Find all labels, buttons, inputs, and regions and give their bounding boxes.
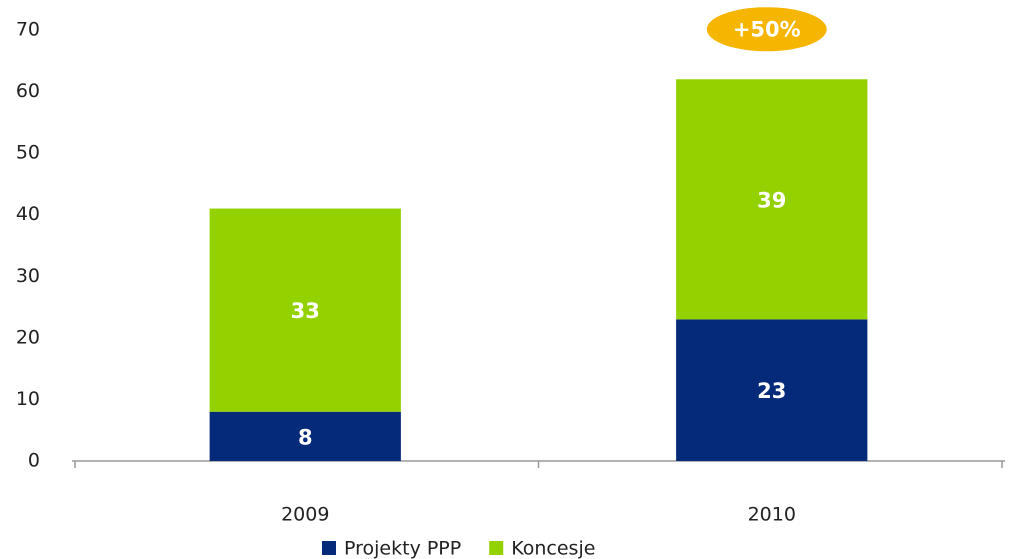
y-tick-label: 30 <box>16 265 40 287</box>
y-tick-label: 60 <box>16 80 40 102</box>
y-tick-label: 20 <box>16 326 40 348</box>
y-tick-label: 50 <box>16 142 40 164</box>
bar-segment <box>209 208 401 412</box>
legend-label: Koncesje <box>511 538 595 559</box>
bar-segment <box>209 411 401 461</box>
data-label: 23 <box>757 379 786 403</box>
legend-swatch <box>489 541 504 555</box>
data-label: 39 <box>757 188 786 212</box>
y-tick-label: 10 <box>16 388 40 410</box>
legend-swatch <box>322 541 336 555</box>
data-label: 33 <box>291 299 320 323</box>
bar-segment <box>676 79 868 320</box>
bar-segment <box>676 319 868 461</box>
y-tick-label: 70 <box>16 19 40 41</box>
legend-label: Projekty PPP <box>344 538 461 559</box>
x-tick-label: 2009 <box>281 504 329 526</box>
annotation-badge <box>706 7 827 52</box>
annotation: +50% <box>733 17 801 41</box>
data-label: 8 <box>298 425 313 449</box>
x-tick-label: 2010 <box>748 504 796 526</box>
y-tick-label: 0 <box>28 450 40 472</box>
y-tick-label: 40 <box>16 203 40 225</box>
